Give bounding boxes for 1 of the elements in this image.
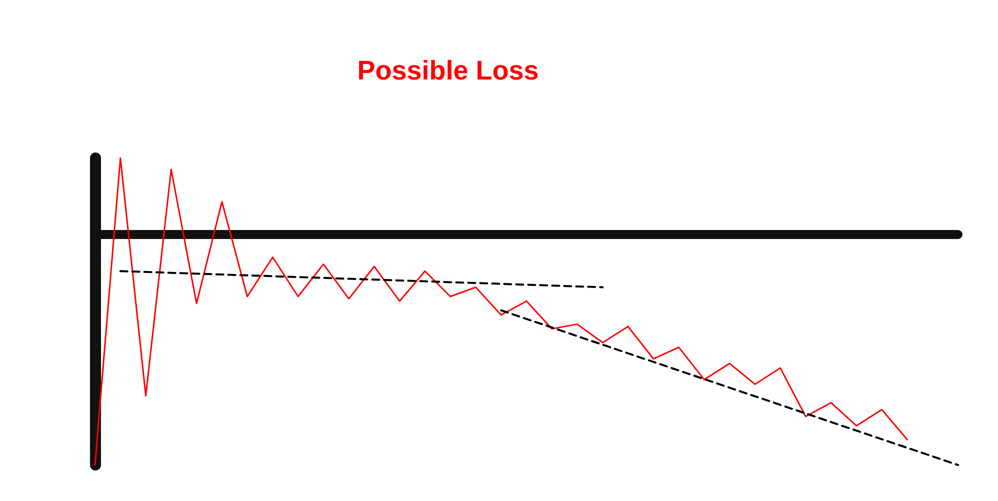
- chart-title: Possible Loss: [357, 56, 539, 86]
